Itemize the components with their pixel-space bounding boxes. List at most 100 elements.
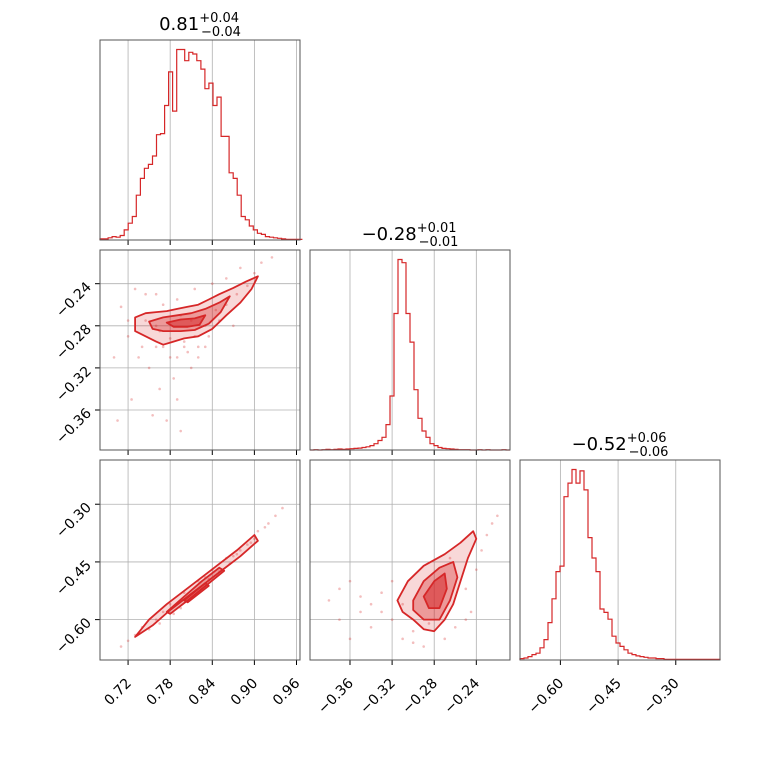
x-tick-label: −0.28	[399, 676, 441, 718]
scatter-point	[168, 337, 172, 340]
scatter-points	[327, 514, 499, 648]
scatter-point	[126, 639, 130, 643]
scatter-point	[158, 622, 161, 625]
scatter-point	[207, 335, 211, 338]
scatter-point	[225, 277, 228, 280]
scatter-point	[154, 345, 158, 349]
scatter-point	[390, 579, 394, 583]
scatter-point	[239, 266, 242, 270]
x-tick-label: −0.45	[583, 676, 625, 718]
scatter-point	[359, 610, 362, 614]
x-tick-label: 0.90	[228, 676, 261, 709]
scatter-point	[193, 287, 197, 291]
scatter-point	[249, 541, 253, 544]
grid-lines	[310, 460, 510, 660]
scatter-point	[210, 282, 214, 285]
scatter-point	[448, 556, 452, 560]
scatter-point	[161, 303, 165, 307]
scatter-point	[380, 610, 383, 614]
panel-frame	[99, 249, 301, 451]
panel-frame	[309, 249, 511, 451]
scatter-point	[158, 387, 161, 391]
scatter-point	[112, 356, 116, 359]
scatter-point	[390, 618, 394, 621]
scatter-point	[214, 308, 218, 312]
scatter-point	[235, 552, 239, 556]
scatter-point	[168, 602, 172, 606]
scatter-point	[338, 618, 341, 621]
panel-frame	[309, 459, 511, 661]
scatter-point	[196, 345, 200, 349]
scatter-point	[281, 506, 284, 510]
scatter-point	[203, 345, 207, 349]
scatter-point	[235, 292, 239, 296]
y-tick-label: −0.60	[53, 615, 95, 657]
grid-lines	[100, 250, 300, 450]
panel-frame	[519, 459, 721, 661]
scatter-point	[253, 537, 256, 541]
scatter-point	[182, 345, 186, 349]
y-tick-label: −0.36	[53, 405, 95, 447]
scatter-point	[490, 522, 494, 525]
density-contour	[134, 275, 259, 346]
scatter-point	[464, 587, 468, 591]
x-tick-label: 0.78	[144, 676, 177, 709]
y-tick-label: −0.45	[53, 557, 95, 599]
scatter-point	[182, 340, 186, 343]
scatter-point	[232, 324, 235, 328]
scatter-point	[137, 356, 140, 359]
panel-title: −0.28+0.01 −0.01	[362, 221, 459, 250]
scatter-point	[130, 398, 133, 401]
scatter-point	[172, 377, 175, 380]
scatter-point	[154, 618, 158, 621]
scatter-point	[151, 413, 154, 417]
scatter-point	[267, 522, 270, 525]
scatter-point	[179, 606, 183, 610]
scatter-point	[116, 419, 119, 422]
scatter-point	[175, 298, 179, 301]
panel-frame	[99, 459, 301, 661]
y-tick-label: −0.28	[53, 321, 95, 363]
grid-lines	[100, 460, 300, 660]
scatter-point	[348, 579, 352, 583]
scatter-point	[119, 305, 123, 309]
scatter-point	[246, 543, 249, 546]
scatter-points	[112, 256, 274, 433]
scatter-point	[411, 641, 415, 644]
scatter-point	[165, 419, 168, 422]
scatter-point	[427, 622, 431, 625]
scatter-point	[147, 366, 151, 370]
scatter-point	[126, 319, 130, 322]
scatter-point	[469, 610, 473, 614]
x-tick-label: −0.24	[441, 675, 483, 717]
scatter-point	[133, 287, 137, 291]
histogram-step	[99, 48, 303, 240]
scatter-point	[186, 350, 190, 354]
x-tick-label: −0.30	[641, 676, 683, 718]
y-tick-label: −0.24	[53, 279, 95, 321]
x-tick-label: 0.84	[186, 675, 219, 708]
scatter-point	[369, 602, 373, 606]
scatter-point	[126, 335, 130, 338]
scatter-point	[168, 356, 172, 359]
density-contour	[183, 582, 210, 604]
scatter-point	[140, 345, 144, 349]
scatter-point	[380, 591, 383, 594]
x-tick-label: 0.72	[102, 676, 135, 709]
scatter-point	[119, 645, 123, 648]
density-contour	[165, 314, 207, 328]
scatter-point	[154, 292, 158, 296]
scatter-point	[246, 284, 249, 288]
density-contour	[422, 572, 448, 609]
histogram-step	[310, 258, 510, 451]
scatter-point	[260, 261, 263, 264]
x-tick-label: −0.32	[357, 676, 399, 718]
histogram-step	[519, 468, 721, 660]
grid-lines	[559, 460, 677, 660]
scatter-point	[263, 526, 267, 529]
y-tick-label: −0.30	[53, 500, 95, 542]
scatter-point	[253, 271, 256, 275]
panel-title: −0.52+0.06 −0.06	[572, 431, 669, 460]
scatter-point	[348, 637, 352, 641]
